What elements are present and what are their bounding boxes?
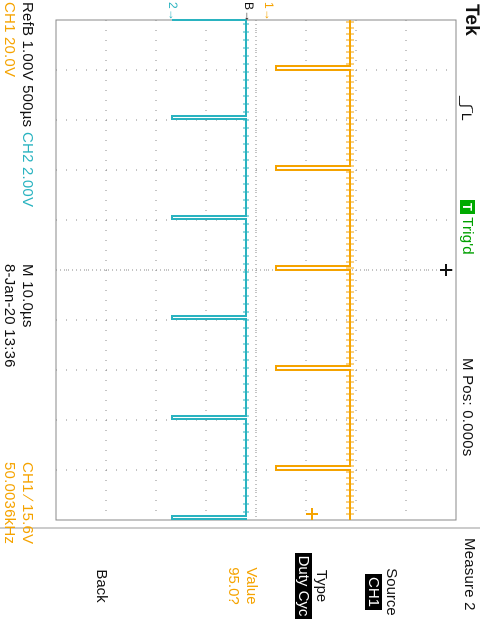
date-time: 8-Jan-20 13:36	[1, 264, 18, 368]
ch2-marker: 2→	[166, 2, 180, 22]
menu-type-label: Type	[313, 569, 330, 603]
menu-back-label: Back	[93, 569, 110, 603]
menu-back-button[interactable]: Back	[92, 540, 110, 632]
menu-source-button[interactable]: Source CH1	[364, 552, 400, 632]
menu-source-value: CH1	[365, 573, 382, 610]
trigger-position-marker	[440, 264, 452, 276]
ch2-trace	[171, 20, 247, 520]
acquisition-icon: _∫‾L	[459, 96, 475, 121]
main-timebase: M 10.0µs	[19, 264, 36, 328]
menu-value-button[interactable]: Value 95.0?	[224, 540, 260, 632]
refb-marker: B→	[242, 2, 256, 23]
menu-value-label: Value	[243, 567, 260, 605]
trigger-status-text: Trig'd	[459, 217, 476, 255]
trigger-readout: CH1 ∕ 15.6V	[19, 462, 36, 545]
horizontal-position: M Pos: 0.000s	[459, 358, 476, 457]
graticule-grid	[56, 20, 456, 520]
menu-type-button[interactable]: Type Duty Cyc	[294, 540, 330, 632]
ch1-scale: CH1 20.0V	[1, 2, 18, 78]
menu-value-value: 95.0?	[225, 567, 242, 605]
ch2-scale: CH2 2.00V	[19, 132, 36, 208]
ch1-trace	[275, 20, 351, 520]
refb-scale: RefB 1.00V 500µs	[19, 2, 36, 128]
trigger-badge: T	[460, 200, 475, 215]
traces	[171, 19, 354, 520]
brand-logo: Tek	[461, 4, 480, 36]
trigger-status: T Trig'd	[458, 200, 476, 255]
frequency-readout: 50.0036kHz	[1, 462, 18, 545]
menu-title: Measure 2	[461, 538, 478, 611]
trigger-level-marker	[306, 508, 318, 520]
menu-type-value: Duty Cyc	[295, 552, 312, 620]
ch1-marker: 1→	[262, 2, 276, 22]
menu-source-label: Source	[383, 568, 400, 616]
